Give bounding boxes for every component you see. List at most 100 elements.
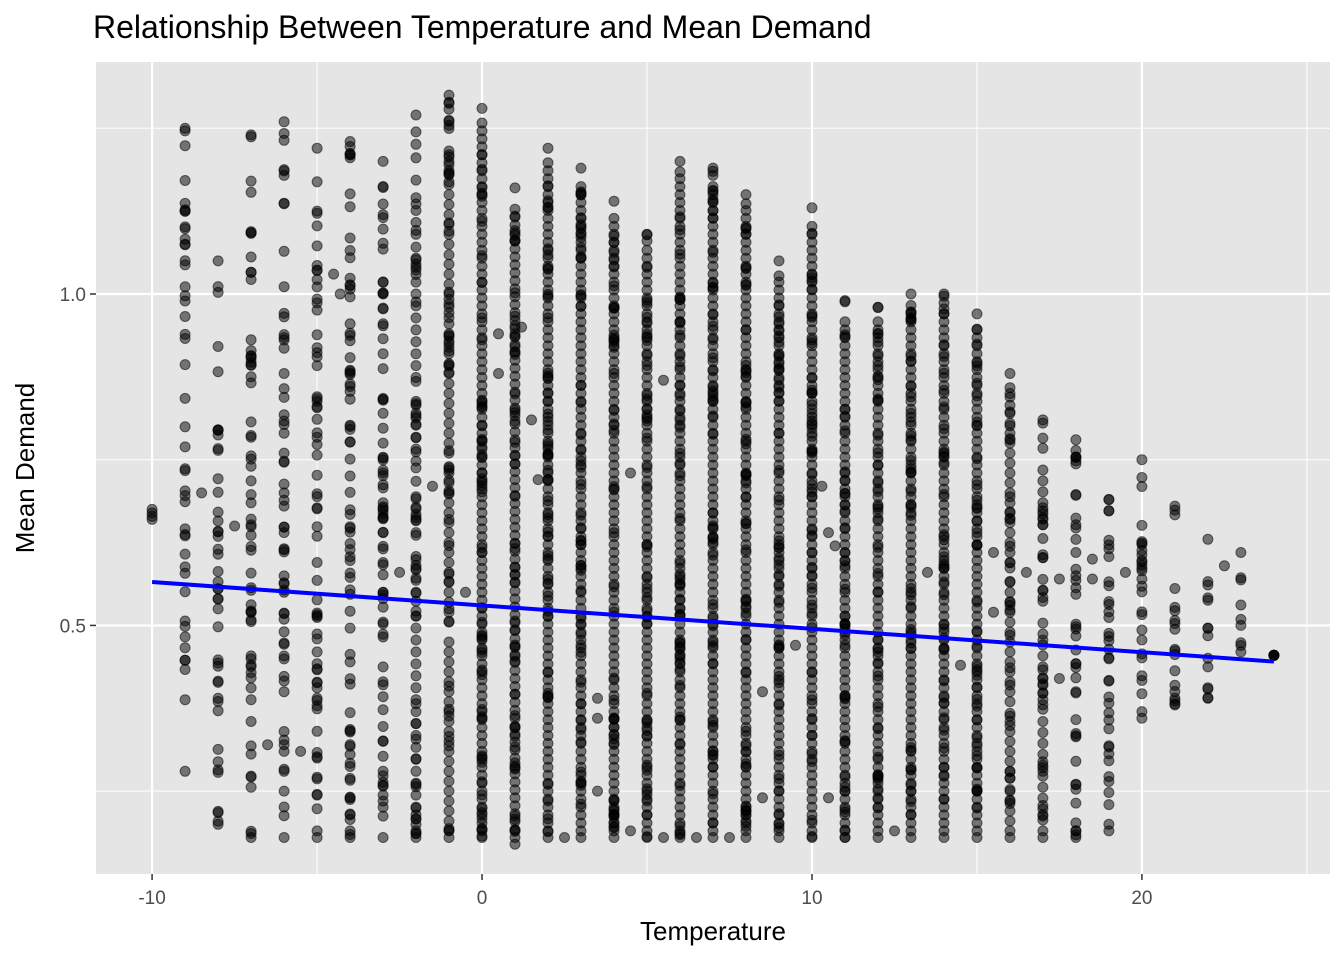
data-point <box>311 530 323 542</box>
data-point <box>1037 803 1049 815</box>
data-point <box>410 491 422 503</box>
data-point <box>344 419 356 431</box>
x-tick-label: 10 <box>801 888 822 909</box>
data-point <box>608 195 620 207</box>
data-point <box>410 431 422 443</box>
data-point <box>1004 447 1016 459</box>
data-point <box>377 392 389 404</box>
data-point <box>443 123 455 134</box>
data-point <box>1070 825 1082 837</box>
data-point <box>344 470 356 482</box>
data-point <box>1169 605 1181 617</box>
data-point <box>1004 388 1016 399</box>
data-point <box>344 291 356 303</box>
data-point <box>443 507 455 519</box>
data-point <box>179 620 191 632</box>
data-point <box>410 515 422 527</box>
data-point <box>377 557 389 568</box>
data-point <box>1037 672 1049 684</box>
data-point <box>443 298 455 310</box>
data-point <box>377 422 389 434</box>
data-point <box>410 789 422 801</box>
data-point <box>377 467 389 479</box>
data-point <box>179 281 191 293</box>
data-point <box>1004 726 1016 737</box>
data-point <box>278 487 290 499</box>
data-point <box>179 586 191 598</box>
data-point <box>212 486 224 498</box>
data-point <box>311 220 323 232</box>
data-point <box>790 639 801 651</box>
data-point <box>212 255 224 267</box>
data-point <box>707 165 719 177</box>
data-point <box>212 424 224 436</box>
data-point <box>1004 795 1016 807</box>
data-point <box>1004 547 1016 558</box>
data-point <box>1004 427 1016 439</box>
data-point <box>344 622 356 634</box>
data-point <box>674 173 686 185</box>
data-point <box>1103 543 1115 555</box>
data-point <box>443 696 455 708</box>
data-point <box>278 638 290 650</box>
data-point <box>344 148 356 160</box>
data-point <box>839 296 851 308</box>
data-point <box>1037 486 1049 498</box>
data-point <box>311 610 323 622</box>
data-point <box>410 718 422 729</box>
data-point <box>938 290 950 302</box>
data-point <box>377 676 389 688</box>
data-point <box>410 276 422 288</box>
data-point <box>443 566 455 578</box>
data-point <box>823 792 834 804</box>
data-point <box>971 308 983 320</box>
data-point <box>278 281 290 293</box>
data-point <box>278 670 290 682</box>
data-point <box>658 832 669 843</box>
data-point <box>1004 716 1016 727</box>
data-point <box>377 765 389 777</box>
data-point <box>410 777 422 789</box>
data-point <box>311 751 323 763</box>
data-point <box>641 229 653 241</box>
data-point <box>1037 508 1049 520</box>
data-point <box>245 350 257 362</box>
data-point <box>1053 573 1065 585</box>
data-point <box>245 175 257 187</box>
data-point <box>674 155 686 167</box>
data-point <box>1004 616 1016 628</box>
data-point <box>1004 626 1016 638</box>
data-point <box>1070 728 1082 739</box>
data-point <box>278 626 290 638</box>
data-point <box>509 203 521 215</box>
data-point <box>592 712 603 724</box>
data-point <box>377 616 389 628</box>
data-point <box>311 803 323 815</box>
data-point <box>311 594 323 606</box>
data-point <box>1004 557 1016 568</box>
data-point <box>311 574 323 586</box>
x-axis-title: Temperature <box>640 916 786 946</box>
data-point <box>278 332 290 343</box>
data-point <box>278 391 290 403</box>
data-point <box>1004 676 1016 688</box>
data-point <box>443 815 455 827</box>
data-point <box>1202 661 1214 673</box>
data-point <box>526 414 537 426</box>
data-point <box>1136 481 1148 492</box>
data-point <box>443 179 455 191</box>
data-point <box>262 739 274 751</box>
data-point <box>1037 792 1049 804</box>
trend-line <box>151 580 1275 664</box>
data-point <box>311 413 323 425</box>
data-point <box>212 444 224 456</box>
data-point <box>344 673 356 685</box>
data-point <box>179 465 191 477</box>
data-point <box>823 527 834 539</box>
data-point <box>641 244 653 256</box>
data-point <box>1136 670 1148 682</box>
data-point <box>1235 547 1247 558</box>
data-point <box>1235 619 1247 631</box>
data-point <box>443 407 455 419</box>
data-point <box>311 521 323 533</box>
